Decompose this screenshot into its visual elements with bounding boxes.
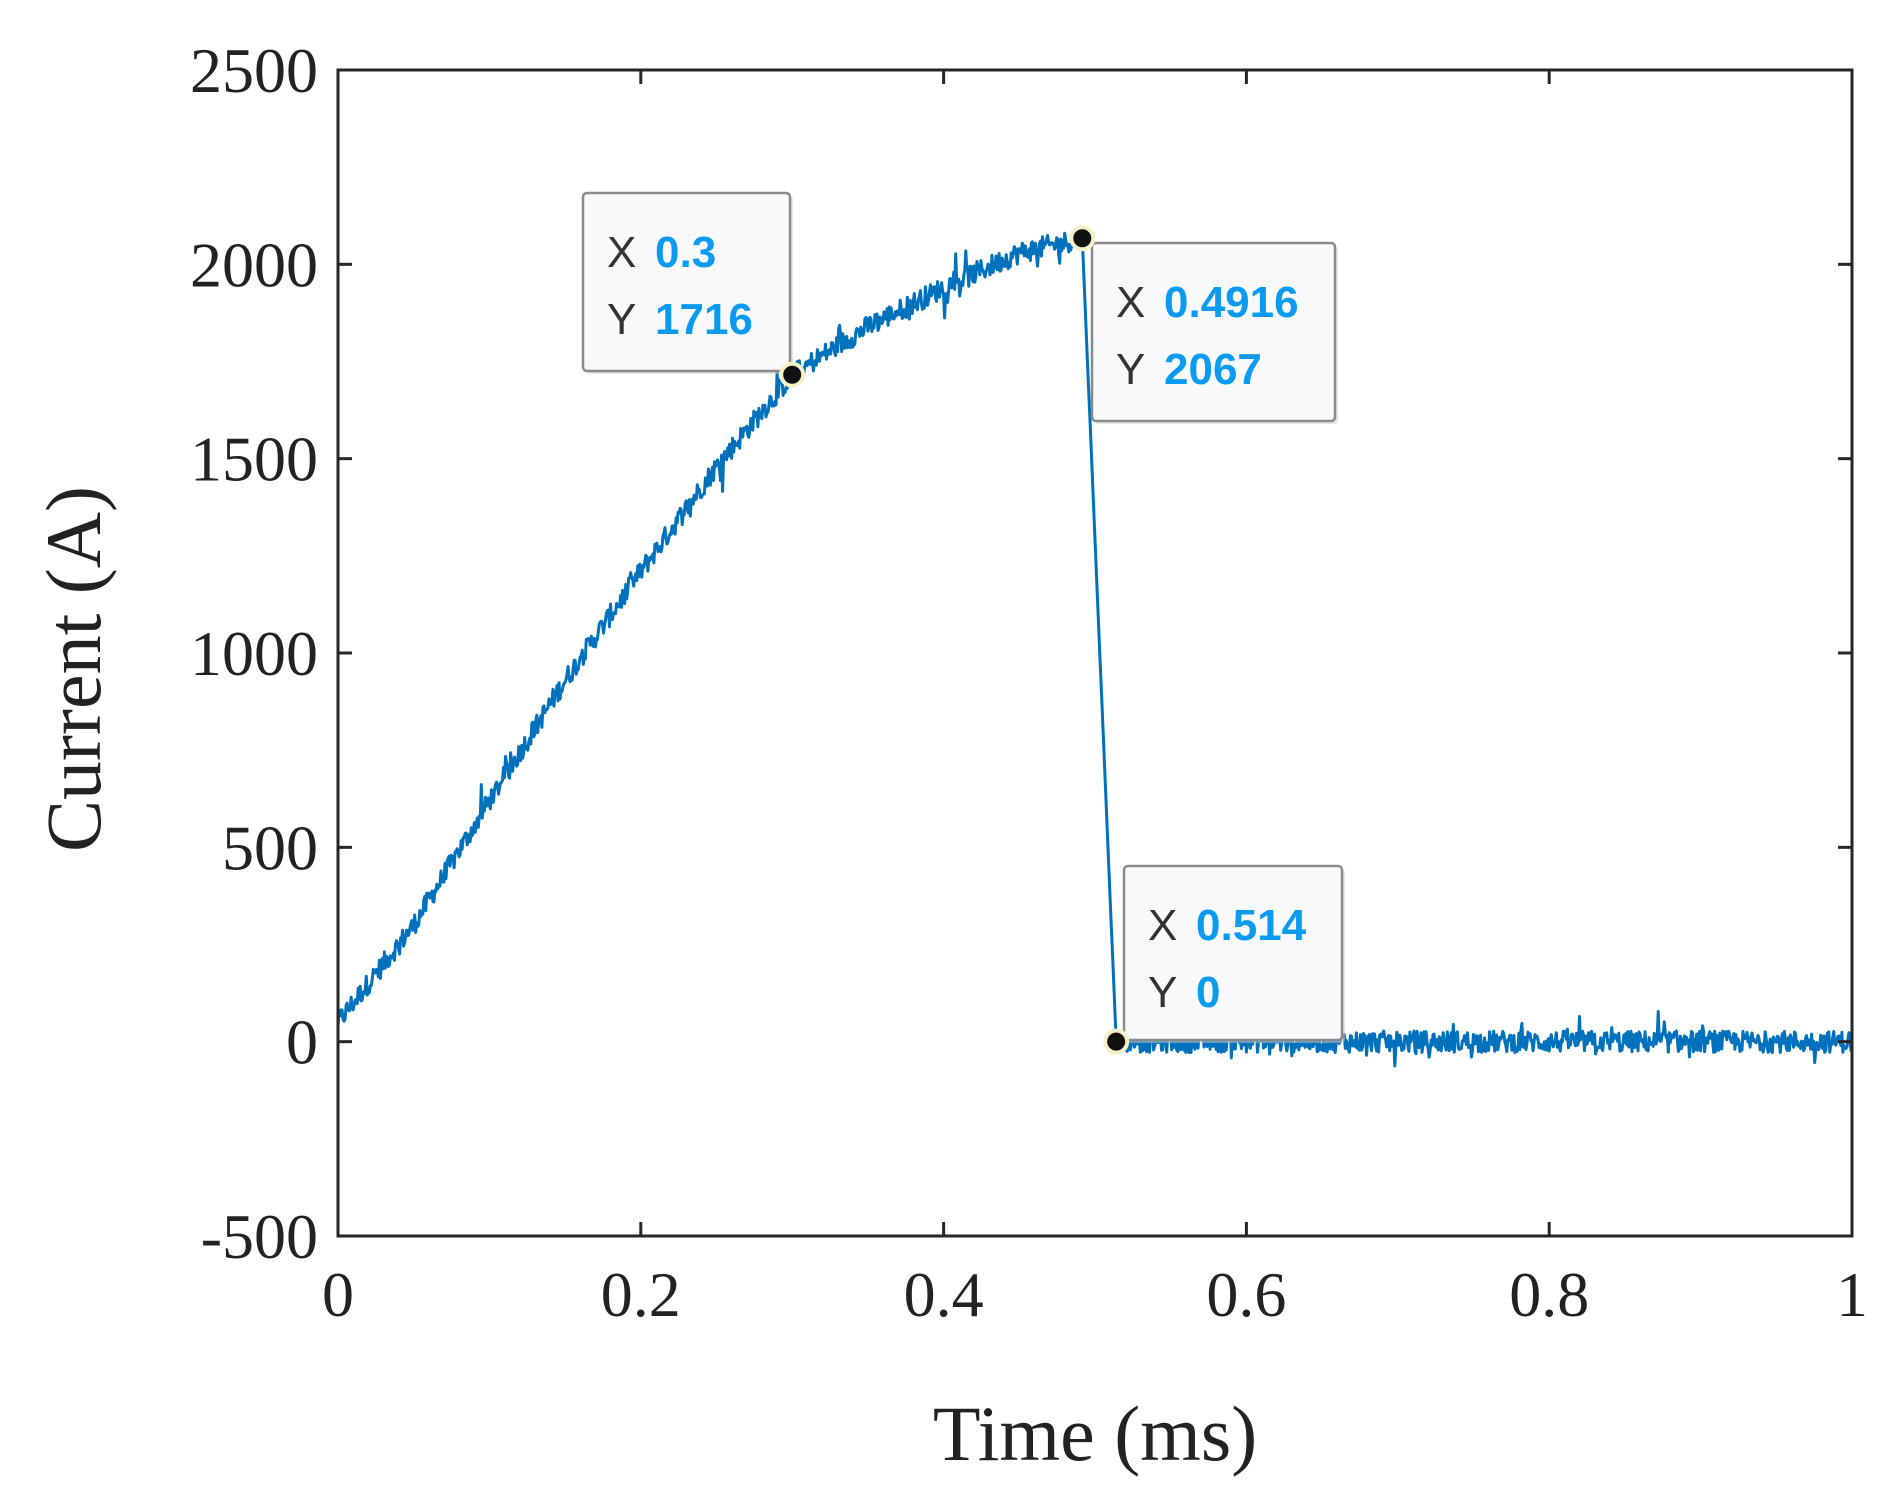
datatip-x-value: 0.3	[655, 228, 716, 277]
datatip-y-key: Y	[607, 295, 636, 344]
datatip-x-value: 0.514	[1196, 901, 1307, 950]
y-tick-label: 2500	[190, 35, 318, 106]
datatip-x-value: 0.4916	[1164, 278, 1299, 327]
x-tick-label: 0.6	[1206, 1259, 1286, 1330]
y-tick-label: 500	[222, 812, 318, 883]
y-axis-title: Current (A)	[30, 486, 117, 852]
datatip-box	[1090, 241, 1337, 423]
datatip-x-key: X	[1116, 278, 1145, 327]
datatip-box	[1122, 864, 1344, 1042]
x-tick-label: 0.8	[1509, 1259, 1589, 1330]
datatip-marker	[1069, 225, 1096, 252]
x-tick-label: 0.4	[904, 1259, 984, 1330]
y-tick-label: 1500	[190, 424, 318, 495]
datatip-y-value: 0	[1196, 968, 1220, 1017]
datatip-marker	[1103, 1028, 1130, 1055]
datatip-x-key: X	[1148, 901, 1177, 950]
x-axis-title: Time (ms)	[933, 1390, 1257, 1477]
datatip-y-key: Y	[1116, 345, 1145, 394]
x-tick-label: 0.2	[601, 1259, 681, 1330]
datatip-y-value: 2067	[1164, 345, 1262, 394]
y-tick-label: 1000	[190, 618, 318, 689]
datatip-x-key: X	[607, 228, 636, 277]
x-tick-label: 0	[322, 1259, 354, 1330]
datatip-box	[581, 191, 792, 373]
y-tick-label: 0	[286, 1007, 318, 1078]
y-tick-label: 2000	[190, 229, 318, 300]
datatip-marker	[779, 361, 806, 388]
series-group	[336, 228, 1854, 1068]
datatip-y-value: 1716	[655, 295, 753, 344]
series-line-current	[336, 228, 1854, 1068]
datatip-y-key: Y	[1148, 968, 1177, 1017]
y-tick-label: -500	[201, 1201, 318, 1272]
x-tick-label: 1	[1836, 1259, 1868, 1330]
